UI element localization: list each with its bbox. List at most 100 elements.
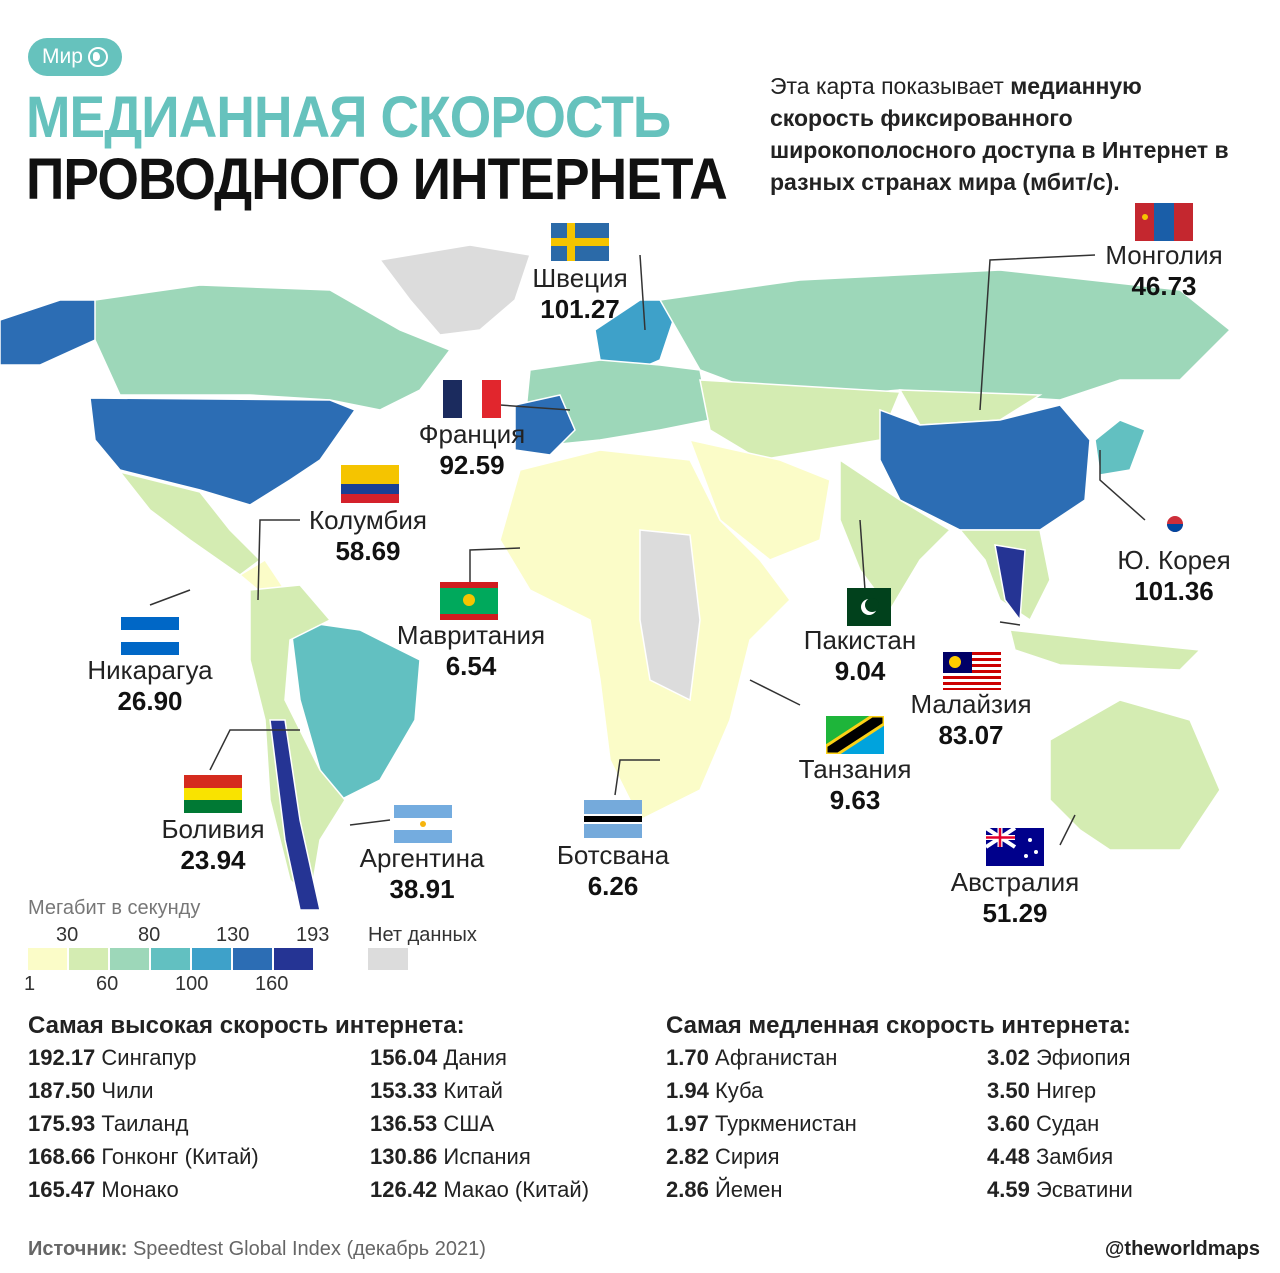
country-name: США <box>443 1111 495 1136</box>
australia <box>1049 699 1221 851</box>
speed-value: 4.48 <box>987 1144 1030 1169</box>
india <box>839 458 952 612</box>
callout-bolivia: Боливия 23.94 <box>161 814 264 876</box>
country-value: 6.54 <box>445 651 497 681</box>
thailand <box>994 544 1026 623</box>
indonesia <box>1009 629 1202 671</box>
speed-value: 3.02 <box>987 1045 1030 1070</box>
south-korea-flag-icon <box>1146 505 1204 543</box>
pakistan-flag-icon <box>833 588 891 626</box>
slowest-list-item: 1.97 Туркменистан <box>666 1111 857 1137</box>
speed-value: 2.82 <box>666 1144 709 1169</box>
legend-tick: 30 <box>56 924 79 946</box>
fastest-list-item: 130.86 Испания <box>370 1144 531 1170</box>
brazil <box>289 619 421 801</box>
africa-no-data <box>639 529 701 702</box>
country-name: Эсватини <box>1035 1177 1133 1202</box>
country-value: 83.07 <box>938 720 1004 750</box>
speed-value: 126.42 <box>370 1177 438 1202</box>
speed-value: 175.93 <box>28 1111 96 1136</box>
nicaragua-flag-icon <box>121 617 179 655</box>
slowest-title: Самая медленная скорость интернета: <box>666 1012 1131 1039</box>
speed-value: 192.17 <box>28 1045 96 1070</box>
mauritania-flag-icon <box>440 582 498 620</box>
country-name: Малайзия <box>910 689 1032 719</box>
country-name: Франция <box>418 419 526 449</box>
country-name: Туркменистан <box>714 1111 857 1136</box>
leader-lines <box>149 254 1146 846</box>
callout-botswana: Ботсвана 6.26 <box>557 840 669 902</box>
country-value: 51.29 <box>982 898 1048 928</box>
argentina-flag-icon <box>394 805 452 843</box>
fastest-title: Самая высокая скорость интернета: <box>28 1012 465 1039</box>
country-value: 26.90 <box>117 686 183 716</box>
country-name: Монако <box>101 1177 179 1202</box>
badge-label: Мир <box>42 45 83 68</box>
fastest-list-item: 136.53 США <box>370 1111 494 1137</box>
country-value: 9.04 <box>834 656 886 686</box>
speed-value: 1.94 <box>666 1078 709 1103</box>
country-name: Сирия <box>714 1144 780 1169</box>
country-name: Никарагуа <box>87 655 213 685</box>
speed-value: 2.86 <box>666 1177 709 1202</box>
no-data-label: Нет данных <box>368 924 477 946</box>
slowest-list-item: 3.02 Эфиопия <box>987 1045 1131 1071</box>
fastest-list-item: 175.93 Таиланд <box>28 1111 188 1137</box>
description-bold: медианную скорость фиксированного широко… <box>770 73 1229 195</box>
speed-value: 130.86 <box>370 1144 438 1169</box>
source-text: Speedtest Global Index (декабрь 2021) <box>127 1238 486 1260</box>
country-name: Мавритания <box>396 620 546 650</box>
legend-tick: 160 <box>255 973 289 995</box>
country-name: Гонконг (Китай) <box>101 1144 259 1169</box>
country-name: Ю. Корея <box>1117 545 1231 575</box>
chile <box>269 719 321 911</box>
country-name: Чили <box>101 1078 154 1103</box>
callout-tanzania: Танзания 9.63 <box>799 754 912 816</box>
legend-swatch <box>28 948 67 970</box>
canada <box>94 284 452 411</box>
legend-swatch <box>151 948 190 970</box>
country-name: Ботсвана <box>556 840 670 870</box>
legend-tick: 60 <box>96 973 119 995</box>
country-value: 101.36 <box>1134 576 1214 606</box>
slowest-list-item: 1.70 Афганистан <box>666 1045 837 1071</box>
country-value: 58.69 <box>335 536 401 566</box>
callout-mauritania: Мавритания 6.54 <box>397 620 545 682</box>
callout-mongolia: Монголия 46.73 <box>1105 240 1222 302</box>
china <box>879 404 1091 531</box>
speed-value: 168.66 <box>28 1144 96 1169</box>
slowest-list-item: 1.94 Куба <box>666 1078 763 1104</box>
world-map <box>0 244 1232 911</box>
callout-argentina: Аргентина 38.91 <box>360 843 485 905</box>
speed-value: 165.47 <box>28 1177 96 1202</box>
legend-swatch <box>69 948 108 970</box>
legend-scale <box>28 948 313 970</box>
sweden-flag-icon <box>551 223 609 261</box>
country-name: Йемен <box>714 1177 783 1202</box>
globe-icon <box>87 47 108 67</box>
speed-value: 4.59 <box>987 1177 1030 1202</box>
country-name: Австралия <box>950 867 1080 897</box>
country-name: Швеция <box>532 263 628 293</box>
country-name: Таиланд <box>101 1111 189 1136</box>
slowest-list-item: 2.82 Сирия <box>666 1144 780 1170</box>
no-data-swatch <box>368 948 408 970</box>
greenland <box>378 244 531 336</box>
country-name: Куба <box>714 1078 764 1103</box>
country-name: Сингапур <box>101 1045 197 1070</box>
legend-tick: 80 <box>138 924 161 946</box>
fastest-list-item: 187.50 Чили <box>28 1078 154 1104</box>
speed-value: 3.60 <box>987 1111 1030 1136</box>
colombia-flag-icon <box>341 465 399 503</box>
region-badge: Мир <box>28 38 122 76</box>
slowest-list-item: 4.59 Эсватини <box>987 1177 1133 1203</box>
tanzania-flag-icon <box>826 716 884 754</box>
country-name: Эфиопия <box>1035 1045 1131 1070</box>
bolivia-flag-icon <box>184 775 242 813</box>
slowest-list-item: 3.50 Нигер <box>987 1078 1096 1104</box>
speed-value: 1.97 <box>666 1111 709 1136</box>
south-america-west <box>249 584 346 902</box>
fastest-list-item: 153.33 Китай <box>370 1078 503 1104</box>
source: Источник: Speedtest Global Index (декабр… <box>28 1238 486 1261</box>
